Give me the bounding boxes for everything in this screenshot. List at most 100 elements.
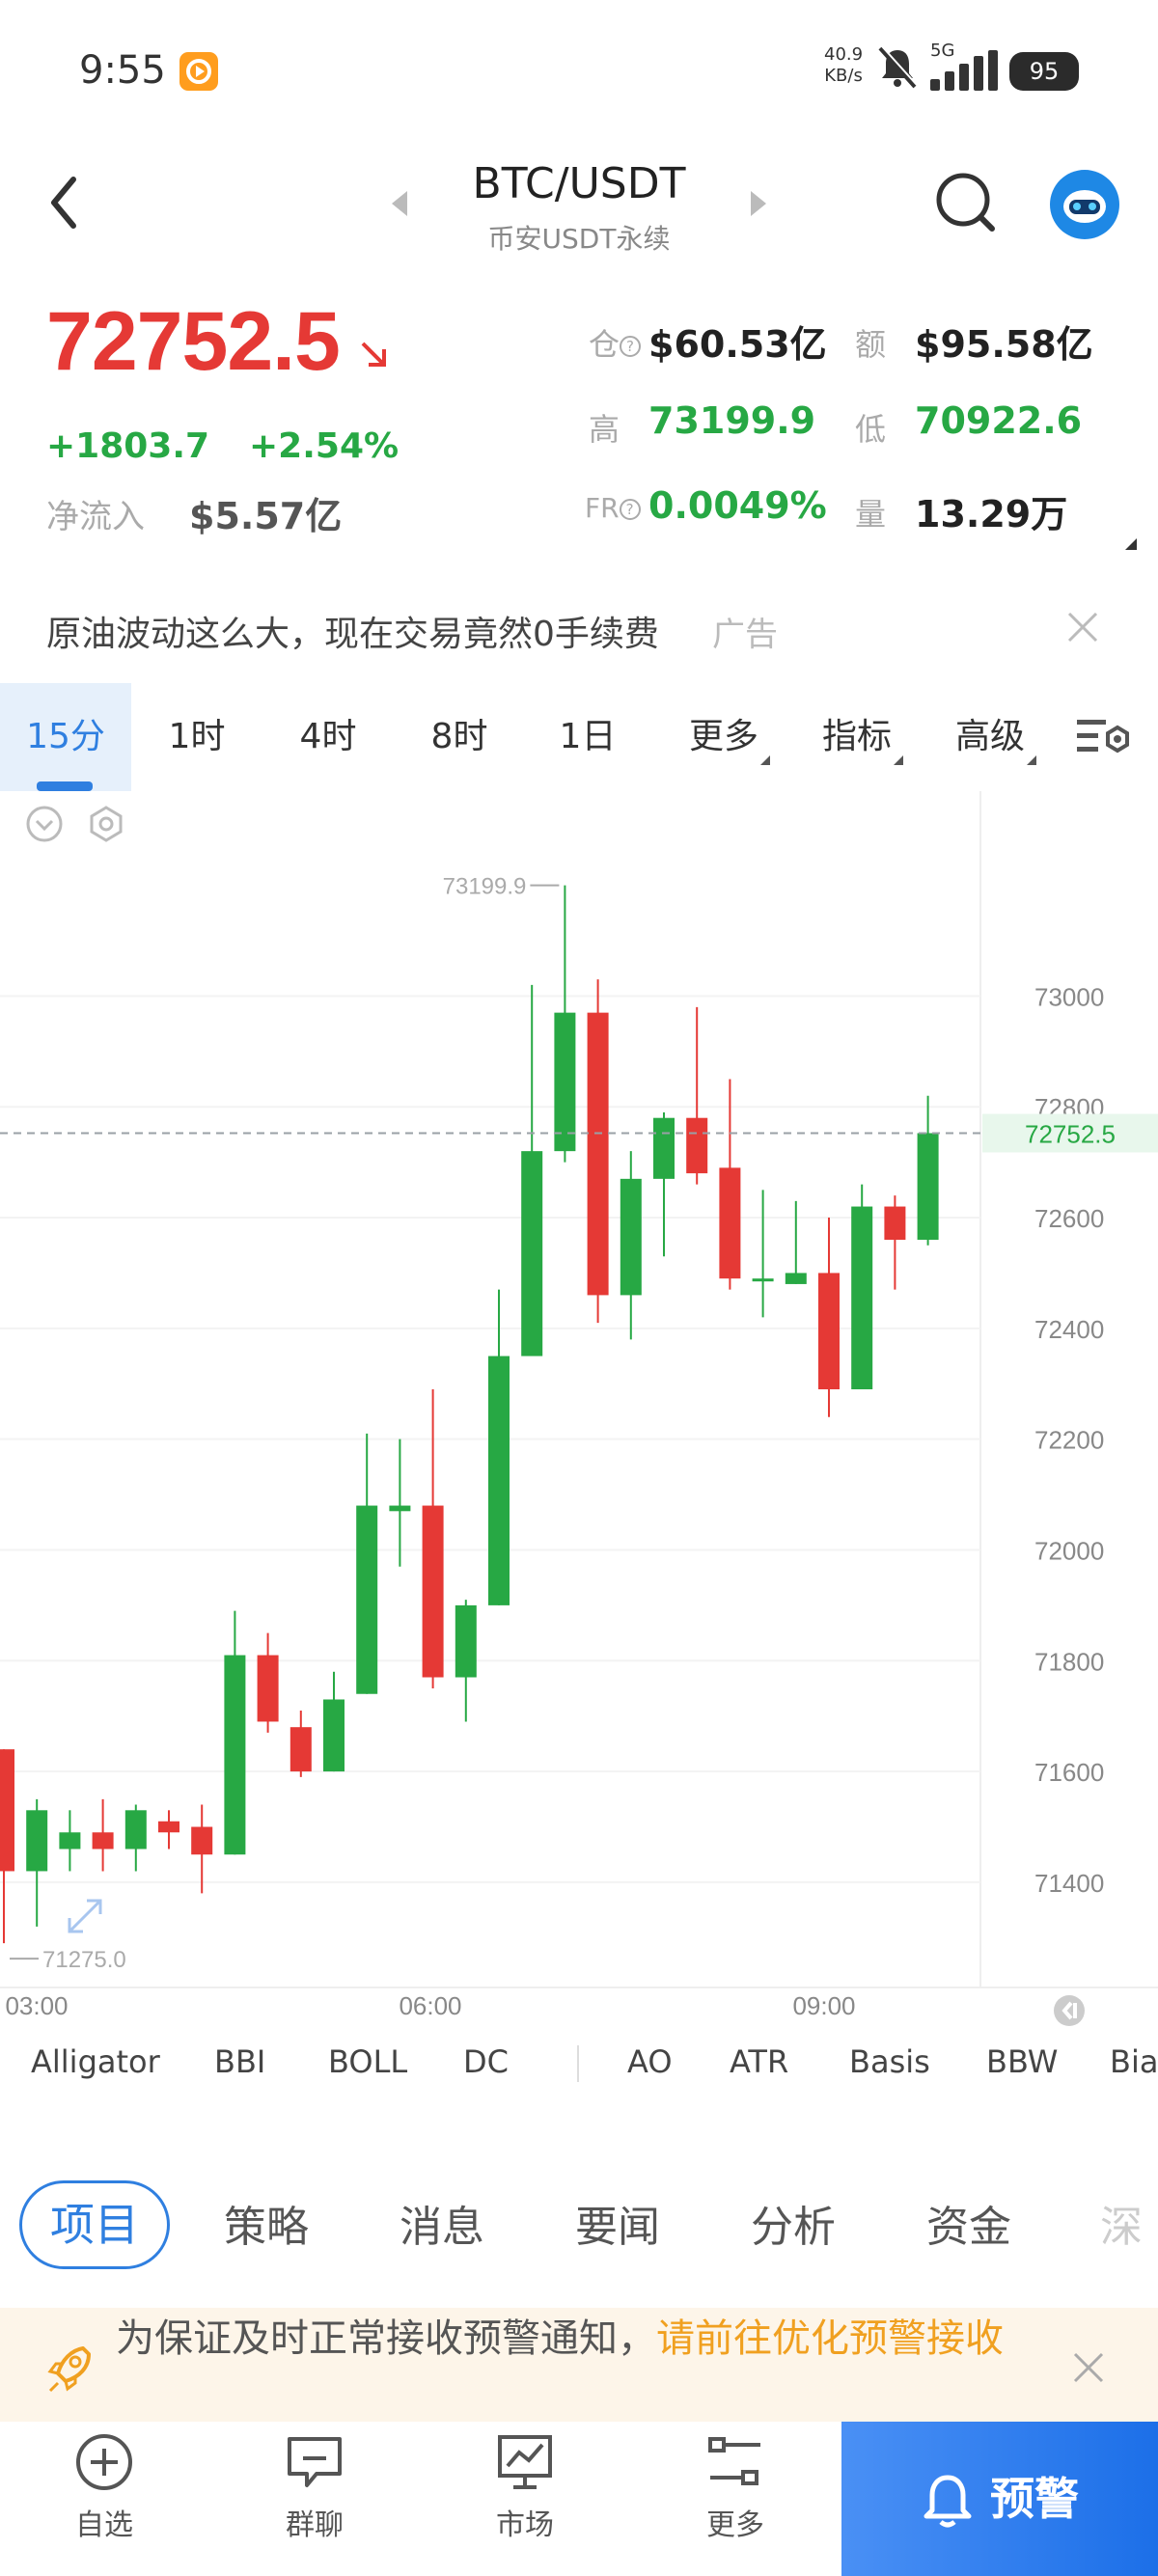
indicator-bias[interactable]: Bia: [1110, 2043, 1158, 2080]
fullscreen-icon[interactable]: [64, 1895, 106, 1941]
netflow-label: 净流入: [46, 498, 145, 536]
indicator-boll[interactable]: BOLL: [328, 2043, 408, 2080]
chart-canvas[interactable]: 7300072800726007240072200720007180071600…: [0, 791, 1158, 2020]
indicator-bbw[interactable]: BBW: [986, 2043, 1059, 2080]
candle-body: [785, 1273, 807, 1284]
y-tick-label: 71600: [1034, 1758, 1104, 1787]
nav-more[interactable]: 更多: [658, 2431, 813, 2543]
next-pair-icon[interactable]: [747, 189, 770, 222]
tab-8h[interactable]: 8时: [430, 717, 488, 756]
y-tick-label: 71800: [1034, 1647, 1104, 1676]
netflow-value: $5.57亿: [189, 495, 343, 537]
candle-body: [884, 1206, 906, 1240]
expand-corner-icon[interactable]: [1125, 538, 1137, 550]
indicator-ao[interactable]: AO: [627, 2043, 673, 2080]
low-value: 70922.6: [915, 399, 1083, 442]
candle: [686, 1006, 708, 1185]
market-name: 币安USDT永续: [487, 223, 671, 255]
search-icon[interactable]: [932, 169, 1000, 240]
candle: [818, 1218, 840, 1417]
tab-advanced[interactable]: 高级: [942, 683, 1050, 791]
tab-messages[interactable]: 消息: [400, 2203, 484, 2252]
indicator-divider: [577, 2045, 579, 2082]
nav-market[interactable]: 市场: [448, 2431, 602, 2543]
network-type: 5G: [930, 41, 955, 61]
candle: [257, 1632, 279, 1733]
ad-tag: 广告: [712, 616, 778, 654]
scroll-to-latest-icon[interactable]: [1052, 1993, 1087, 2032]
indicator-basis[interactable]: Basis: [849, 2043, 930, 2080]
x-tick-label: 03:00: [5, 1991, 68, 2016]
tab-analysis[interactable]: 分析: [751, 2203, 836, 2252]
battery-indicator: 95: [1009, 52, 1079, 91]
back-icon[interactable]: [46, 172, 81, 237]
network-speed: 40.9 KB/s: [824, 44, 863, 87]
candle: [59, 1810, 81, 1872]
chart-settings-icon[interactable]: [1075, 714, 1133, 766]
y-tick-label: 73000: [1034, 982, 1104, 1011]
candle: [191, 1804, 213, 1894]
previous-pair-icon[interactable]: [388, 189, 411, 222]
candle: [917, 1095, 939, 1246]
tab-depth[interactable]: 深: [1100, 2203, 1143, 2252]
candle: [290, 1710, 312, 1777]
info-icon[interactable]: ?: [619, 499, 641, 520]
chart-config-icon[interactable]: [87, 805, 125, 847]
indicator-alligator[interactable]: Alligator: [31, 2043, 160, 2080]
candle-body: [587, 1012, 609, 1296]
more-sliders-icon: [708, 2437, 760, 2485]
y-tick-label: 72600: [1034, 1204, 1104, 1233]
indicator-dc[interactable]: DC: [463, 2043, 509, 2080]
tab-strategy[interactable]: 策略: [224, 2203, 309, 2252]
tab-funds[interactable]: 资金: [926, 2203, 1011, 2252]
signal-icon: [930, 50, 1000, 95]
alert-button[interactable]: 预警: [841, 2422, 1158, 2576]
market-chart-icon: [498, 2435, 552, 2489]
candle-body: [620, 1178, 642, 1296]
price-down-arrow-icon: [357, 338, 392, 376]
nav-market-label: 市场: [496, 2508, 554, 2542]
candle-body: [257, 1655, 279, 1722]
robot-avatar-icon[interactable]: [1050, 170, 1119, 239]
optimize-alert-link[interactable]: 请前往优化预警接收: [656, 2316, 1004, 2361]
alert-notice-banner: [0, 2308, 1158, 2422]
rocket-icon: [44, 2343, 95, 2400]
tab-projects[interactable]: 项目: [19, 2180, 170, 2269]
price-change: +1803.7: [46, 426, 210, 466]
pair-title[interactable]: BTC/USDT: [472, 159, 686, 208]
indicator-atr[interactable]: ATR: [730, 2043, 789, 2080]
tab-headlines[interactable]: 要闻: [575, 2203, 660, 2252]
low-marker-label: 71275.0: [42, 1947, 126, 1973]
ad-text[interactable]: 原油波动这么大，现在交易竟然0手续费: [46, 615, 659, 654]
candle-body: [124, 1810, 147, 1850]
x-tick-label: 09:00: [792, 1991, 855, 2016]
last-price-tag: [982, 1113, 1158, 1153]
indicator-bbi[interactable]: BBI: [214, 2043, 266, 2080]
funding-rate-label: FR?: [585, 492, 641, 524]
tab-1h[interactable]: 1时: [168, 717, 226, 756]
nav-watchlist[interactable]: 自选: [27, 2431, 181, 2543]
info-icon[interactable]: ?: [620, 336, 642, 357]
tab-15m[interactable]: 15分: [0, 683, 131, 791]
candle-body: [59, 1832, 81, 1850]
candle-body: [554, 1012, 576, 1152]
open-interest-label: 仓?: [589, 320, 642, 365]
nav-group-chat[interactable]: 群聊: [237, 2431, 392, 2543]
volume-label: 量: [855, 496, 887, 533]
close-ad-icon[interactable]: [1065, 610, 1100, 648]
dropdown-icon: [1027, 755, 1036, 765]
low-label: 低: [855, 411, 887, 448]
mute-bell-icon: [876, 44, 919, 93]
candle-body: [323, 1699, 345, 1772]
y-tick-label: 71400: [1034, 1869, 1104, 1898]
collapse-chevron-icon[interactable]: [25, 805, 64, 847]
dropdown-icon: [894, 755, 903, 765]
tab-indicators[interactable]: 指标: [809, 683, 917, 791]
tab-4h[interactable]: 4时: [299, 717, 357, 756]
candle-body: [389, 1505, 411, 1512]
tab-more[interactable]: 更多: [676, 683, 784, 791]
close-notice-icon[interactable]: [1071, 2350, 1106, 2389]
tab-1d[interactable]: 1日: [559, 717, 617, 756]
high-value: 73199.9: [648, 399, 816, 442]
candlestick-chart[interactable]: 73000 72800 72600 72400 72200 72000 71800 71600…: [0, 791, 1158, 2020]
